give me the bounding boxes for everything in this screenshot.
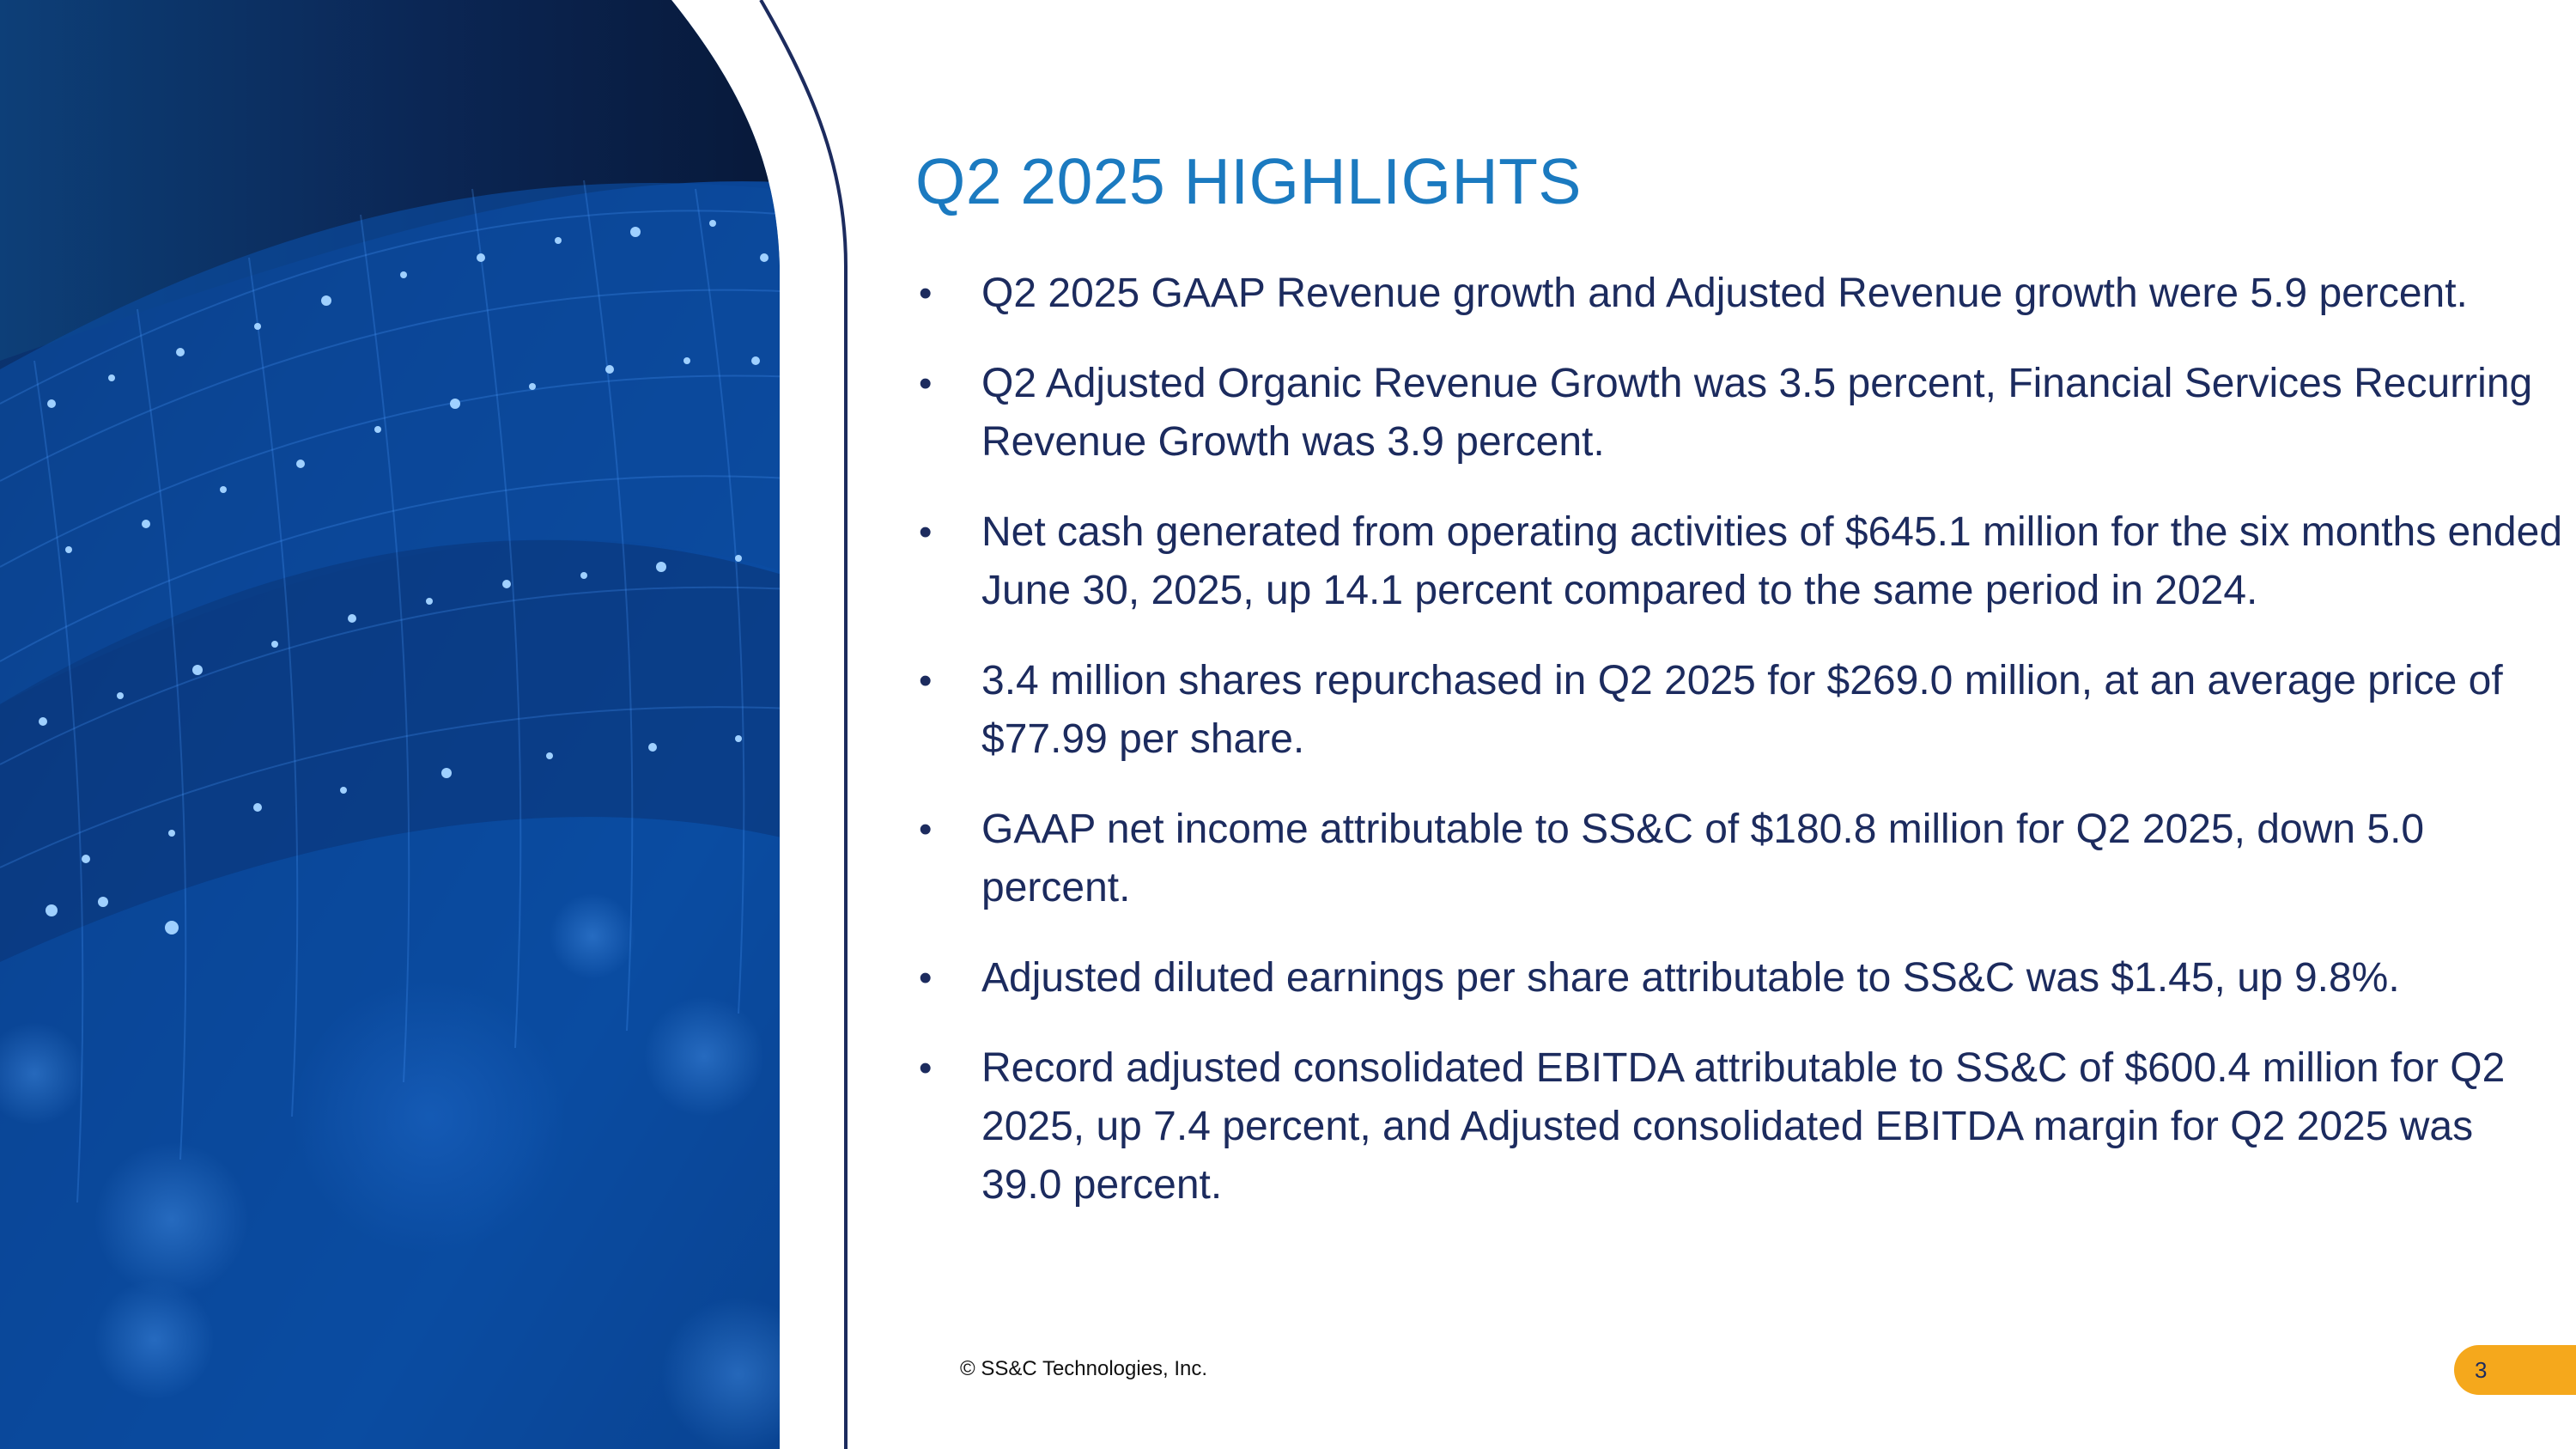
list-item-text: Record adjusted consolidated EBITDA attr… bbox=[981, 1045, 2506, 1208]
list-item: • GAAP net income attributable to SS&C o… bbox=[915, 801, 2564, 917]
highlights-list: • Q2 2025 GAAP Revenue growth and Adjust… bbox=[915, 265, 2564, 1246]
copyright-text: © SS&C Technologies, Inc. bbox=[960, 1357, 1208, 1380]
list-item: • Net cash generated from operating acti… bbox=[915, 503, 2564, 620]
bullet-icon: • bbox=[919, 272, 933, 314]
bullet-icon: • bbox=[919, 660, 933, 702]
list-item: • Adjusted diluted earnings per share at… bbox=[915, 949, 2564, 1008]
bullet-icon: • bbox=[919, 957, 933, 999]
list-item: • 3.4 million shares repurchased in Q2 2… bbox=[915, 652, 2564, 769]
list-item: • Q2 2025 GAAP Revenue growth and Adjust… bbox=[915, 265, 2564, 323]
list-item-text: Q2 2025 GAAP Revenue growth and Adjusted… bbox=[981, 271, 2468, 316]
bullet-icon: • bbox=[919, 808, 933, 850]
bullet-icon: • bbox=[919, 511, 933, 553]
list-item-text: GAAP net income attributable to SS&C of … bbox=[981, 807, 2425, 910]
page-number-badge: 3 bbox=[2454, 1345, 2576, 1395]
bullet-icon: • bbox=[919, 362, 933, 405]
page-number: 3 bbox=[2475, 1357, 2488, 1383]
list-item: • Q2 Adjusted Organic Revenue Growth was… bbox=[915, 355, 2564, 472]
bullet-icon: • bbox=[919, 1047, 933, 1089]
slide-title: Q2 2025 HIGHLIGHTS bbox=[915, 145, 1582, 217]
list-item-text: Q2 Adjusted Organic Revenue Growth was 3… bbox=[981, 361, 2533, 465]
decorative-network-image bbox=[0, 0, 859, 1449]
list-item: • Record adjusted consolidated EBITDA at… bbox=[915, 1039, 2564, 1215]
list-item-text: 3.4 million shares repurchased in Q2 202… bbox=[981, 658, 2503, 762]
list-item-text: Adjusted diluted earnings per share attr… bbox=[981, 955, 2400, 1001]
list-item-text: Net cash generated from operating activi… bbox=[981, 509, 2563, 613]
